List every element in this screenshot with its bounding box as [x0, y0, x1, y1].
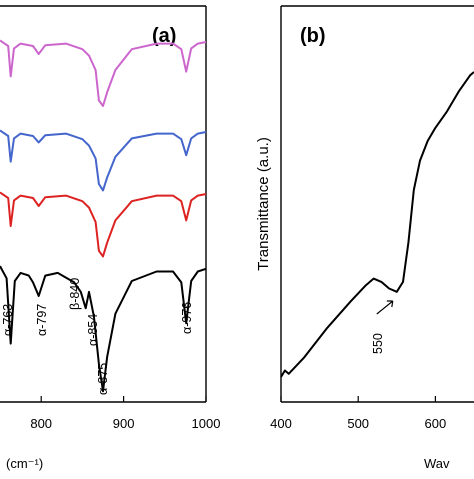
panel-a-x-tick-label: 800 — [30, 416, 52, 431]
panel-a-x-tick-label: 900 — [113, 416, 135, 431]
panel-a-ticks-group: 800 900 1000 — [30, 396, 220, 431]
panel-b-x-tick-label: 500 — [347, 416, 369, 431]
panel-a-peak-annotation: α-976 — [180, 302, 194, 334]
panel-a-peak-annotation: β-840 — [68, 278, 82, 310]
panel-a-series-4-line — [0, 265, 207, 393]
panel-b-annotations-group: 550 — [371, 300, 394, 354]
panel-a-series-3-line — [0, 191, 207, 258]
panel-b-arrow-icon — [376, 300, 394, 315]
panel-b-ticks-group: 400 500 600 — [270, 396, 446, 431]
panel-a-peak-annotation: α-854 — [86, 314, 100, 346]
panel-b-x-tick-label: 600 — [425, 416, 447, 431]
panel-a: (a) 800 900 1000 α-763 α-797 β-840 α-854 α-875… — [0, 5, 220, 471]
panel-b-x-axis-label: Wav — [424, 456, 450, 471]
panel-a-label: (a) — [152, 25, 176, 47]
panel-a-peak-annotation: α-875 — [96, 363, 110, 395]
panel-a-x-axis-label: (cm⁻¹) — [6, 456, 43, 471]
panel-a-peak-annotation: α-797 — [35, 304, 49, 336]
panel-b-series-line — [280, 71, 474, 378]
panel-a-series-group — [0, 39, 207, 393]
panel-a-annotations-group: α-763 α-797 β-840 α-854 α-875 α-976 — [1, 278, 194, 395]
panel-b-x-tick-label: 400 — [270, 416, 292, 431]
panel-b-peak-annotation: 550 — [371, 333, 385, 354]
panel-b-label: (b) — [300, 25, 326, 47]
panel-a-series-1-line — [0, 39, 207, 107]
panel-b: (b) Transmittance (a.u.) 400 500 600 550 W… — [255, 5, 474, 471]
panel-b-series-group — [280, 71, 474, 378]
panel-a-x-tick-label: 1000 — [192, 416, 221, 431]
panel-a-series-2-line — [0, 129, 207, 192]
panel-a-peak-annotation: α-763 — [1, 304, 15, 336]
panel-b-y-axis-label: Transmittance (a.u.) — [255, 137, 272, 271]
